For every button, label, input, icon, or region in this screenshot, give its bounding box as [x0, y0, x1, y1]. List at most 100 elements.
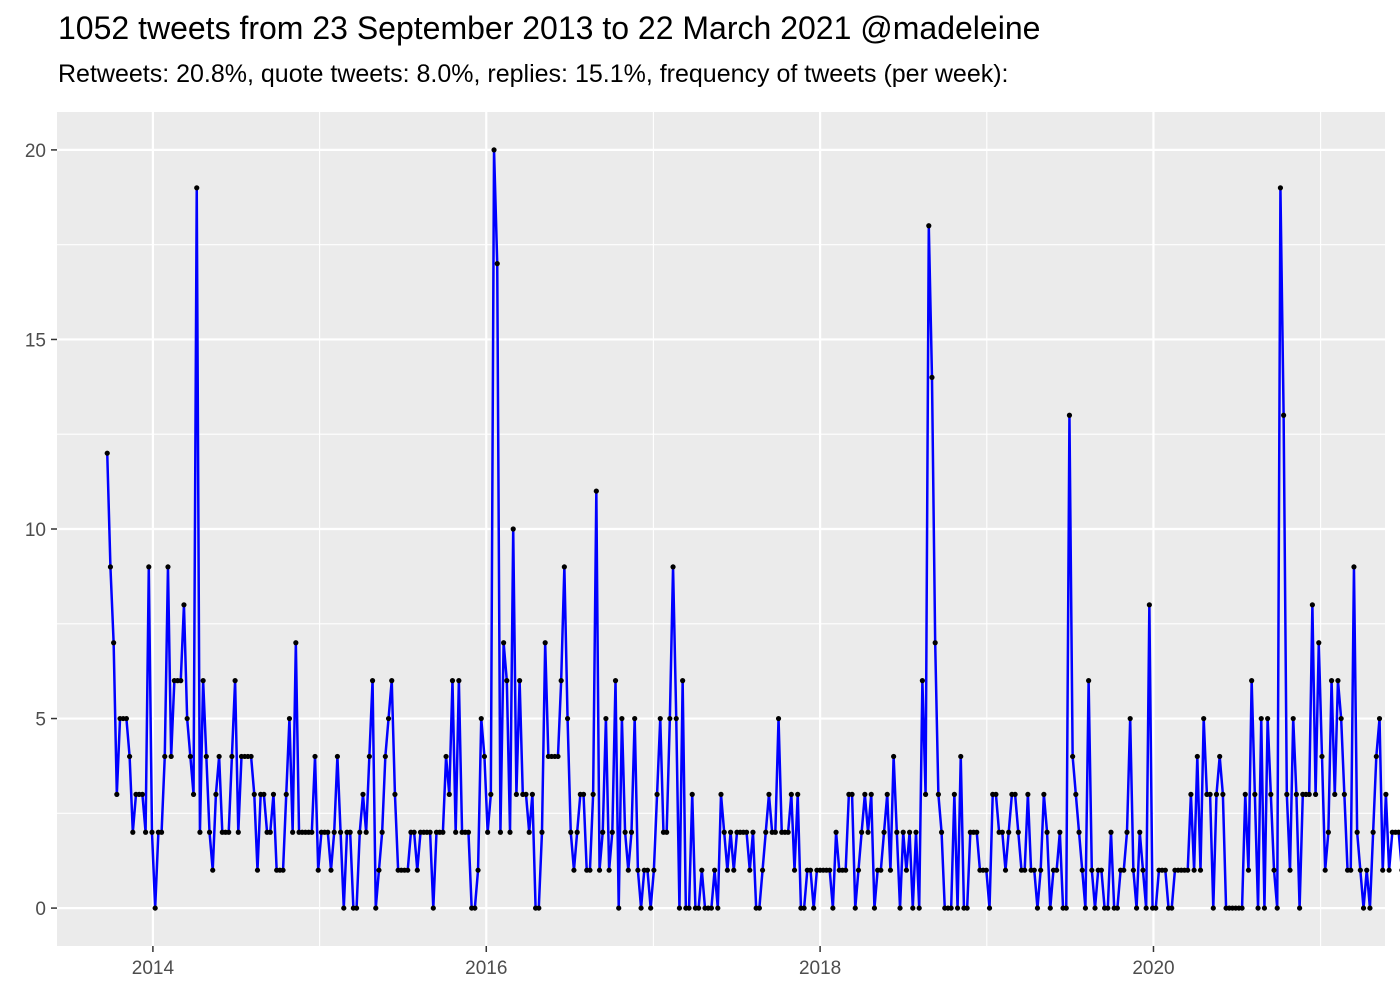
data-point [919, 678, 925, 684]
x-tick-label: 2020 [1132, 958, 1174, 979]
data-point [184, 715, 190, 722]
data-point [625, 867, 631, 873]
data-point [1281, 412, 1287, 418]
data-point [951, 791, 957, 797]
data-point [1261, 905, 1268, 911]
data-point [127, 753, 133, 760]
data-point [1092, 905, 1098, 911]
data-point [1220, 791, 1226, 797]
data-point [494, 261, 500, 267]
data-point [357, 829, 363, 835]
data-point [788, 791, 794, 797]
data-point [1079, 867, 1085, 873]
data-point [986, 905, 993, 911]
data-point [571, 867, 577, 873]
data-point [1255, 905, 1261, 911]
data-point [414, 867, 420, 873]
data-point [1044, 829, 1050, 835]
data-point [712, 867, 718, 873]
data-point [1396, 829, 1400, 835]
data-point [1210, 905, 1216, 911]
y-tick-label: 20 [25, 141, 46, 162]
data-point [884, 791, 890, 797]
data-point [107, 564, 114, 570]
data-point [954, 905, 961, 911]
data-point [1127, 715, 1133, 722]
data-point [1054, 867, 1060, 873]
data-point [964, 905, 970, 911]
data-point [564, 715, 571, 722]
data-point [635, 867, 641, 873]
data-point [897, 905, 903, 911]
data-point [1047, 905, 1053, 911]
data-point [775, 715, 782, 722]
data-point [1098, 867, 1105, 873]
data-point [1309, 602, 1315, 608]
data-point [1201, 715, 1207, 722]
data-point [827, 867, 833, 873]
data-point [1249, 678, 1255, 684]
data-point [1265, 715, 1271, 722]
data-point [1073, 791, 1079, 797]
data-point [1022, 867, 1028, 873]
data-point [1341, 791, 1347, 797]
data-point [590, 791, 596, 797]
data-point [1258, 715, 1264, 722]
data-point [325, 829, 331, 835]
data-point [1076, 829, 1082, 835]
data-point [130, 829, 136, 835]
data-point [465, 829, 472, 835]
data-point [1041, 791, 1047, 797]
data-point [1322, 867, 1328, 873]
data-point [1360, 905, 1367, 911]
data-point [616, 905, 622, 911]
data-point [718, 791, 724, 797]
data-point [750, 829, 756, 835]
data-point [1169, 905, 1175, 911]
data-point [916, 905, 922, 911]
data-point [1124, 829, 1130, 835]
data-point [833, 829, 839, 835]
data-point [657, 715, 663, 722]
data-point [158, 829, 165, 835]
data-point [504, 678, 510, 684]
data-point [478, 715, 484, 722]
data-point [932, 640, 938, 646]
data-point [270, 791, 277, 797]
data-point [1089, 867, 1095, 873]
data-point [254, 867, 261, 873]
data-point [830, 905, 836, 911]
data-point [366, 753, 372, 760]
data-point [1012, 791, 1018, 797]
data-point [1143, 905, 1149, 911]
data-point [664, 829, 670, 835]
data-point [517, 678, 523, 684]
data-point [568, 829, 574, 835]
data-point [1188, 791, 1194, 797]
data-point [1351, 564, 1357, 570]
data-point [213, 791, 219, 797]
data-point [1357, 867, 1363, 873]
y-tick-label: 5 [35, 710, 46, 731]
data-point [1153, 905, 1159, 911]
data-point [603, 715, 609, 722]
data-point [1130, 867, 1136, 873]
data-point [596, 867, 603, 873]
data-point [453, 829, 459, 835]
data-point [1370, 829, 1376, 835]
data-point [852, 905, 858, 911]
data-point [1364, 867, 1370, 873]
data-point [178, 678, 184, 684]
data-point [801, 905, 807, 911]
data-point [139, 791, 145, 797]
data-point [353, 905, 360, 911]
data-point [347, 829, 353, 835]
data-point [900, 829, 906, 835]
data-point [772, 829, 778, 835]
data-point [648, 905, 654, 911]
data-point [673, 715, 679, 722]
data-point [216, 753, 222, 760]
data-point [456, 678, 462, 684]
data-point [443, 753, 449, 760]
